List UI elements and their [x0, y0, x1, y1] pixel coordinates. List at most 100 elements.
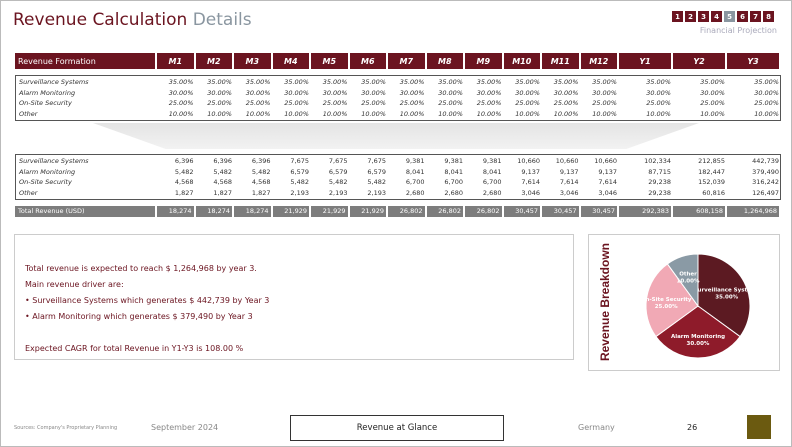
total-cell: 1,264,968 — [727, 206, 779, 217]
table-cell: 8,041 — [444, 167, 463, 176]
row-label: Surveillance Systems — [19, 157, 89, 165]
total-cell: 30,457 — [503, 206, 540, 217]
total-cell: 21,929 — [272, 206, 309, 217]
table-cell: 25.00% — [476, 99, 502, 107]
nav-page-button[interactable]: 2 — [685, 11, 696, 22]
table-cell: 3,046 — [559, 188, 579, 197]
table-cell: 60,816 — [702, 188, 725, 197]
table-cell: 35.00% — [245, 78, 271, 86]
table-cell: 35.00% — [646, 78, 671, 86]
table-cell: 30.00% — [361, 88, 386, 97]
table-cell: 5,482 — [174, 167, 194, 176]
table-cell: 29,238 — [648, 188, 671, 197]
table-cell: 10.00% — [284, 109, 309, 118]
table-cell: 6,700 — [482, 178, 502, 186]
nav-page-button[interactable]: 5 — [724, 11, 735, 22]
table-cell: 2,680 — [444, 188, 463, 197]
table-cell: 10,660 — [517, 157, 540, 165]
table-cell: 8,041 — [482, 167, 502, 176]
table-cell: 10.00% — [322, 109, 348, 118]
table-cell: 25.00% — [284, 99, 309, 107]
page-title: Revenue Calculation Details — [13, 10, 252, 30]
company-logo — [747, 415, 771, 439]
row-label: On-Site Security — [19, 178, 72, 186]
row-label: On-Site Security — [19, 99, 72, 107]
table-cell: 182,447 — [698, 167, 725, 176]
table-cell: 30.00% — [700, 88, 725, 97]
table-cell: 29,238 — [648, 178, 671, 186]
column-header: M6 — [349, 53, 386, 69]
table-cell: 35.00% — [476, 78, 502, 86]
column-header: Y1 — [619, 53, 671, 69]
table-cell: 35.00% — [754, 78, 779, 86]
table-cell: 126,497 — [752, 188, 779, 197]
table-cell: 35.00% — [284, 78, 309, 86]
total-cell: 18,274 — [195, 206, 232, 217]
table-cell: 442,739 — [752, 157, 779, 165]
table-cell: 6,700 — [444, 178, 463, 186]
table-cell: 6,579 — [328, 167, 348, 176]
table-cell: 30.00% — [399, 88, 425, 97]
pie-slice — [697, 253, 751, 338]
table-cell: 7,614 — [559, 178, 579, 186]
nav-page-button[interactable]: 1 — [672, 11, 683, 22]
pie-slice — [655, 305, 741, 359]
table-cell: 5,482 — [290, 178, 309, 186]
percent-table: Surveillance Systems 35.00% 35.00% 35.00% 35… — [15, 75, 781, 121]
nav-page-button[interactable]: 7 — [750, 11, 761, 22]
total-cell: 21,929 — [349, 206, 386, 217]
table-cell: 35.00% — [322, 78, 348, 86]
row-label: Alarm Monitoring — [19, 88, 76, 97]
table-cell: 7,614 — [598, 178, 617, 186]
total-cell: 30,457 — [580, 206, 617, 217]
pie-label-value: 10.00% — [677, 278, 700, 284]
table-cell: 30.00% — [207, 88, 232, 97]
table-cell: 6,396 — [174, 157, 194, 165]
total-cell: 26,802 — [426, 206, 463, 217]
summary-bullet: • Surveillance Systems which generates $… — [25, 296, 270, 305]
table-cell: 30.00% — [592, 88, 617, 97]
nav-page-button[interactable]: 4 — [711, 11, 722, 22]
table-cell: 25.00% — [754, 99, 779, 107]
nav-page-button[interactable]: 6 — [737, 11, 748, 22]
nav-page-button[interactable]: 8 — [763, 11, 774, 22]
table-cell: 10.00% — [476, 109, 502, 118]
pie-label-value: 35.00% — [715, 294, 738, 300]
summary-cagr: Expected CAGR for total Revenue in Y1-Y3… — [25, 344, 244, 353]
column-header: M11 — [542, 53, 579, 69]
pie-label: Surveillance Systems 35.00% — [694, 287, 761, 300]
funnel-band — [93, 123, 699, 149]
table-cell: 7,675 — [328, 157, 348, 165]
row-label: Other — [19, 188, 38, 197]
table-cell: 4,568 — [213, 178, 232, 186]
table-cell: 25.00% — [361, 99, 386, 107]
summary-line: Main revenue driver are: — [25, 280, 124, 289]
table-cell: 35.00% — [592, 78, 617, 86]
table-cell: 35.00% — [700, 78, 725, 86]
table-cell: 10.00% — [207, 109, 232, 118]
nav-page-button[interactable]: 3 — [698, 11, 709, 22]
table-cell: 30.00% — [284, 88, 309, 97]
pie-label-name: On-Site Security — [641, 297, 692, 303]
summary-line: Total revenue is expected to reach $ 1,2… — [25, 264, 257, 273]
column-header: Revenue Formation — [15, 53, 155, 69]
total-cell: 26,802 — [388, 206, 425, 217]
column-header: M9 — [465, 53, 502, 69]
table-cell: 10.00% — [553, 109, 579, 118]
table-cell: 9,381 — [405, 157, 425, 165]
footer-country: Germany — [578, 423, 615, 432]
table-cell: 316,242 — [752, 178, 779, 186]
row-label: Other — [19, 109, 38, 118]
table-cell: 25.00% — [322, 99, 348, 107]
table-cell: 6,700 — [405, 178, 425, 186]
page-number: 26 — [687, 423, 698, 432]
pie-label-name: Alarm Monitoring — [671, 334, 725, 340]
footer-date: September 2024 — [151, 423, 219, 432]
pie-label-name: Surveillance Systems — [694, 287, 761, 293]
column-header: M4 — [272, 53, 309, 69]
pie-slice — [645, 263, 699, 338]
column-header: M2 — [195, 53, 232, 69]
table-cell: 7,675 — [367, 157, 386, 165]
table-cell: 30.00% — [476, 88, 502, 97]
pie-label-value: 30.00% — [687, 341, 710, 347]
